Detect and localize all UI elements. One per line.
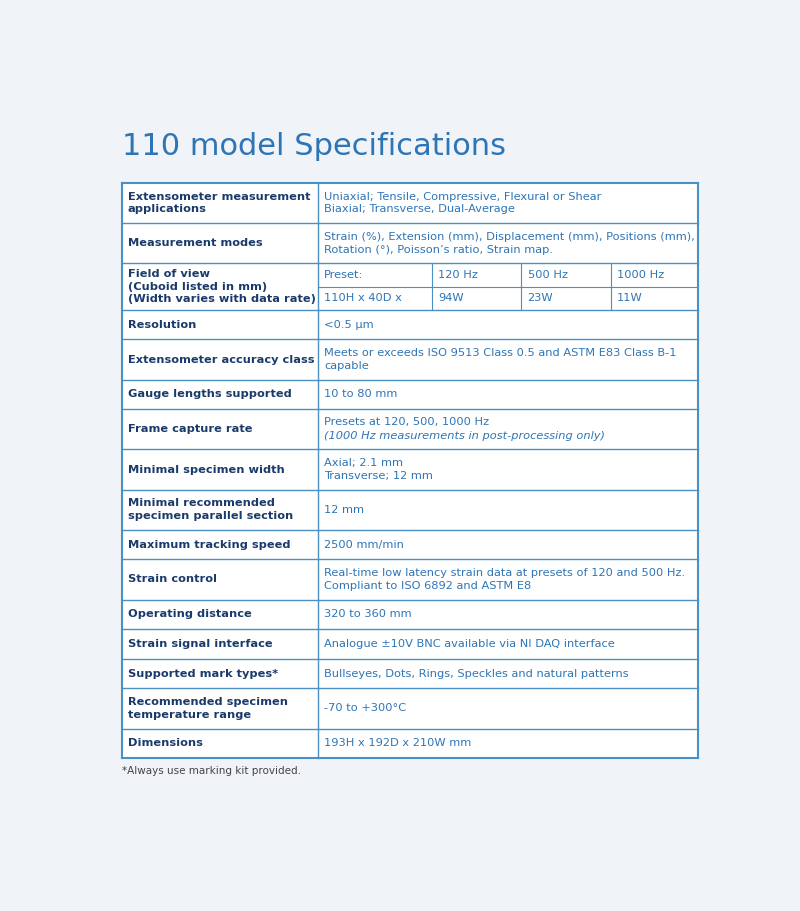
Text: Maximum tracking speed: Maximum tracking speed: [128, 539, 290, 549]
Text: Supported mark types*: Supported mark types*: [128, 669, 278, 679]
Text: Minimal recommended
specimen parallel section: Minimal recommended specimen parallel se…: [128, 498, 293, 521]
Text: Frame capture rate: Frame capture rate: [128, 425, 253, 435]
Text: Bullseyes, Dots, Rings, Speckles and natural patterns: Bullseyes, Dots, Rings, Speckles and nat…: [324, 669, 629, 679]
Text: Real-time low latency strain data at presets of 120 and 500 Hz.
Compliant to ISO: Real-time low latency strain data at pre…: [324, 568, 685, 591]
Text: Operating distance: Operating distance: [128, 609, 252, 619]
Text: Measurement modes: Measurement modes: [128, 239, 262, 248]
Text: -70 to +300°C: -70 to +300°C: [324, 703, 406, 713]
Text: Preset:: Preset:: [324, 270, 363, 280]
Text: Resolution: Resolution: [128, 320, 196, 330]
Text: *Always use marking kit provided.: *Always use marking kit provided.: [122, 766, 301, 776]
Text: Uniaxial; Tensile, Compressive, Flexural or Shear
Biaxial; Transverse, Dual-Aver: Uniaxial; Tensile, Compressive, Flexural…: [324, 191, 602, 214]
Text: (1000 Hz measurements in post-processing only): (1000 Hz measurements in post-processing…: [324, 431, 605, 441]
Text: Recommended specimen
temperature range: Recommended specimen temperature range: [128, 697, 288, 720]
Text: 10 to 80 mm: 10 to 80 mm: [324, 389, 398, 399]
Text: Dimensions: Dimensions: [128, 739, 202, 748]
Text: Strain signal interface: Strain signal interface: [128, 639, 273, 649]
Text: 2500 mm/min: 2500 mm/min: [324, 539, 404, 549]
Text: 23W: 23W: [527, 293, 553, 303]
Text: Extensometer measurement
applications: Extensometer measurement applications: [128, 191, 310, 214]
Text: Field of view
(Cuboid listed in mm)
(Width varies with data rate): Field of view (Cuboid listed in mm) (Wid…: [128, 269, 316, 304]
Text: Extensometer accuracy class: Extensometer accuracy class: [128, 354, 314, 364]
Bar: [122, 183, 698, 758]
Text: 500 Hz: 500 Hz: [527, 270, 567, 280]
Text: Minimal specimen width: Minimal specimen width: [128, 465, 285, 475]
Text: Analogue ±10V BNC available via NI DAQ interface: Analogue ±10V BNC available via NI DAQ i…: [324, 639, 614, 649]
Text: 11W: 11W: [617, 293, 642, 303]
Text: 120 Hz: 120 Hz: [438, 270, 478, 280]
Text: Presets at 120, 500, 1000 Hz: Presets at 120, 500, 1000 Hz: [324, 417, 489, 427]
Text: Strain (%), Extension (mm), Displacement (mm), Positions (mm),
Rotation (°), Poi: Strain (%), Extension (mm), Displacement…: [324, 231, 694, 255]
Text: Axial; 2.1 mm
Transverse; 12 mm: Axial; 2.1 mm Transverse; 12 mm: [324, 458, 433, 481]
Text: Strain control: Strain control: [128, 575, 217, 585]
Text: 193H x 192D x 210W mm: 193H x 192D x 210W mm: [324, 739, 471, 748]
Text: 320 to 360 mm: 320 to 360 mm: [324, 609, 411, 619]
Text: 94W: 94W: [438, 293, 464, 303]
Text: Gauge lengths supported: Gauge lengths supported: [128, 389, 292, 399]
Text: 110 model Specifications: 110 model Specifications: [122, 132, 506, 160]
Text: 1000 Hz: 1000 Hz: [617, 270, 664, 280]
Text: Meets or exceeds ISO 9513 Class 0.5 and ASTM E83 Class B-1
capable: Meets or exceeds ISO 9513 Class 0.5 and …: [324, 348, 677, 371]
Text: <0.5 μm: <0.5 μm: [324, 320, 374, 330]
Text: 12 mm: 12 mm: [324, 505, 364, 515]
Text: 110H x 40D x: 110H x 40D x: [324, 293, 402, 303]
